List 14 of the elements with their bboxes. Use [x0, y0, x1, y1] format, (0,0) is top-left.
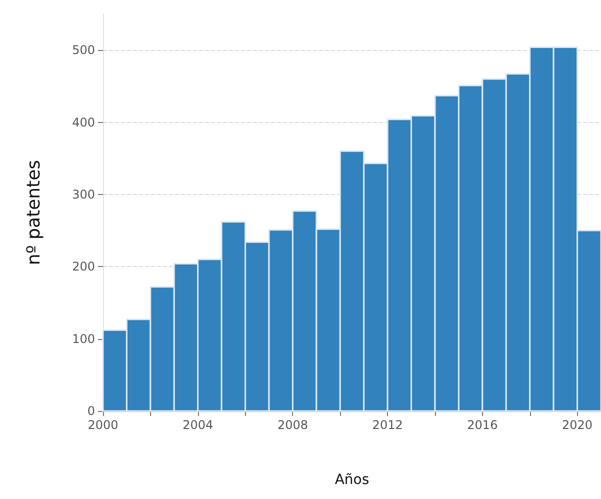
x-tick-label: 2000: [88, 418, 118, 432]
x-tick-label: 2012: [372, 418, 403, 432]
y-axis-title: nº patentes: [24, 160, 44, 266]
x-tick-label: 2020: [562, 418, 593, 432]
x-axis-title: Años: [334, 472, 370, 488]
x-tick-label: 2004: [182, 418, 214, 432]
y-tick-label: 500: [72, 43, 95, 58]
y-tick-label: 300: [72, 187, 95, 202]
y-tick-label: 100: [72, 332, 95, 346]
x-tick-label: 2016: [467, 418, 498, 432]
y-tick-label: 0: [87, 404, 95, 418]
y-tick-label: 200: [72, 260, 95, 274]
x-tick-label: 2008: [277, 418, 308, 432]
y-tick-label: 400: [72, 115, 95, 130]
